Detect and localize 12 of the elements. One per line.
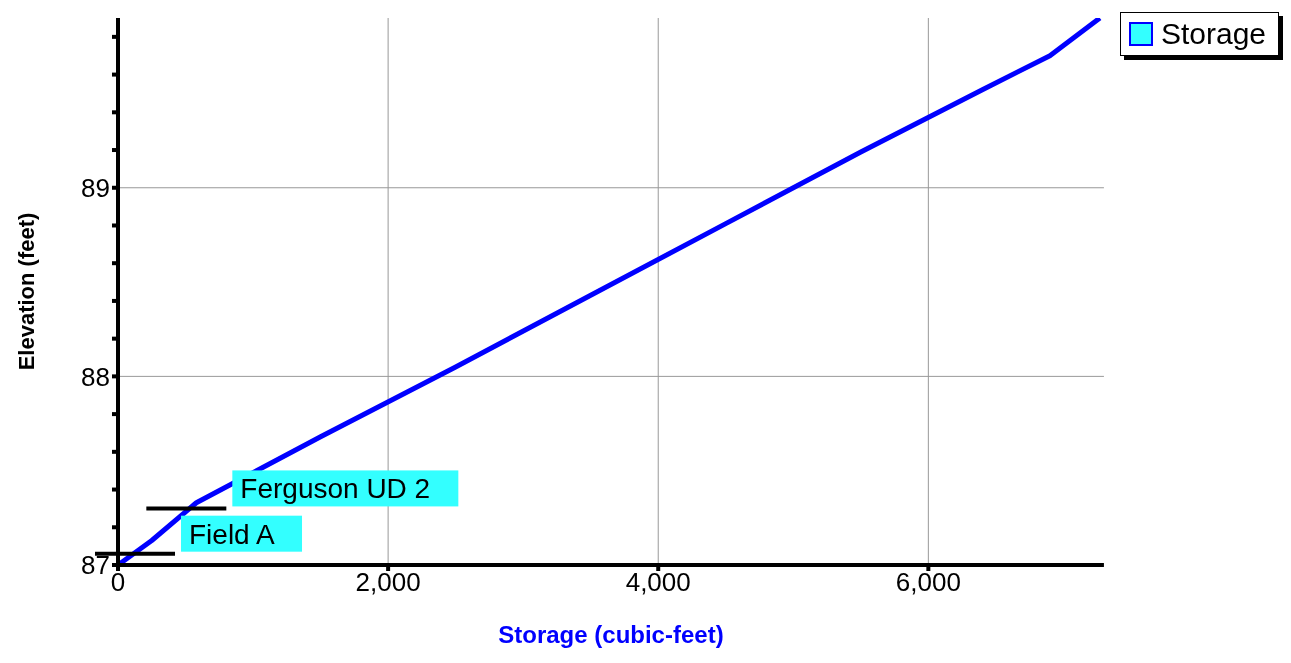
annotation: Ferguson UD 2 (240, 473, 431, 505)
x-tick-label: 6,000 (895, 567, 961, 598)
y-axis-title: Elevation (feet) (13, 212, 39, 371)
y-tick-label: 87 (81, 550, 110, 581)
x-axis-title: Storage (cubic-feet) (498, 621, 724, 648)
legend-label: Storage (1119, 12, 1279, 56)
annotation: Field A (189, 518, 275, 550)
y-tick-label: 88 (81, 361, 110, 392)
x-tick-label: 2,000 (355, 567, 421, 598)
x-tick-label: 4,000 (625, 567, 691, 598)
x-tick-label: 0 (110, 567, 126, 598)
y-tick-label: 89 (81, 172, 110, 203)
